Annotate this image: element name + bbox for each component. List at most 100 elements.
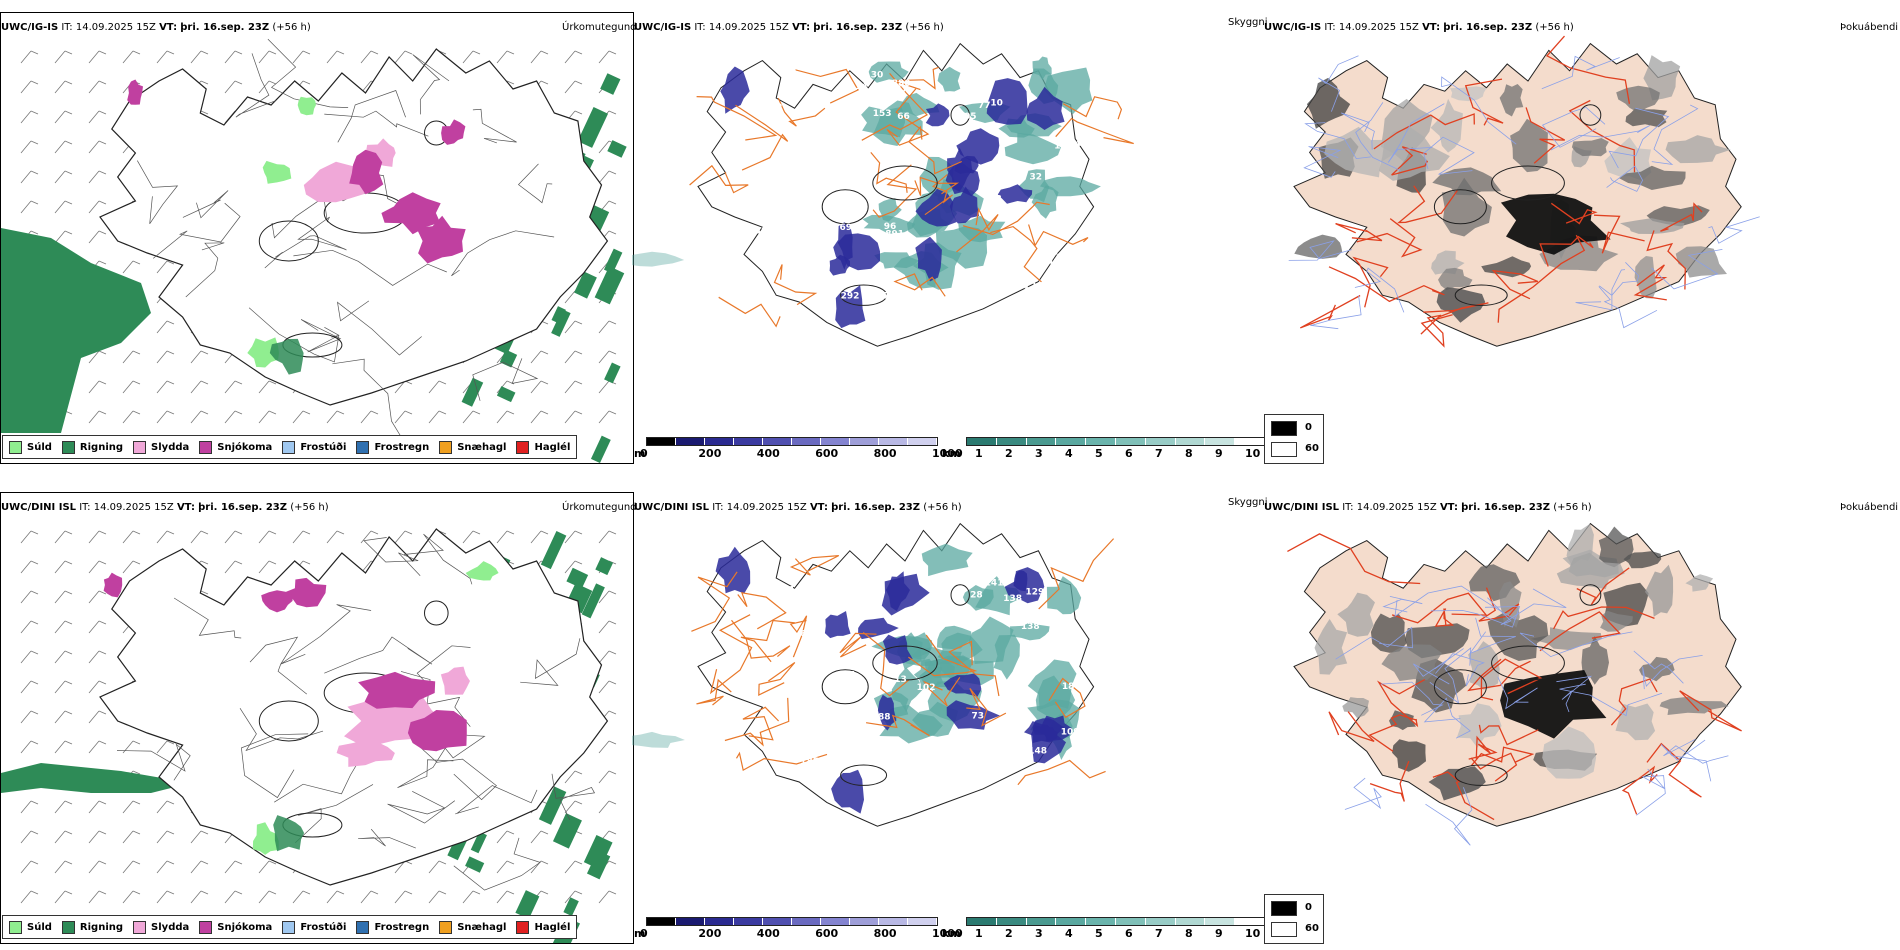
wind-barb — [20, 50, 32, 64]
wind-barb-flag — [268, 50, 277, 55]
wind-barb-flag — [98, 50, 107, 55]
wind-barb — [530, 350, 542, 364]
snow-height-label: 96 — [884, 222, 897, 232]
snow-area — [381, 192, 441, 235]
legend-label: Snjókoma — [217, 921, 273, 933]
road-line — [1559, 683, 1663, 717]
wind-barb-flag — [64, 170, 73, 175]
legend-item: Snæhagl — [439, 920, 506, 934]
legend-label: Frostúði — [300, 441, 347, 453]
wind-barb — [20, 680, 32, 694]
road-line — [777, 97, 826, 127]
rain-cell — [600, 73, 621, 95]
road-line — [387, 790, 456, 824]
wind-barb-flag — [166, 890, 175, 895]
wind-barb-flag — [166, 50, 175, 55]
fog-key-label: 0 — [1305, 902, 1312, 913]
glacier-outline — [821, 669, 869, 705]
colorbar-tick: 200 — [698, 927, 722, 940]
colorbar-segment — [1235, 438, 1265, 445]
wind-barb-flag — [200, 410, 209, 415]
road-line — [1288, 240, 1352, 261]
cloud-title: Skyggni — [1228, 497, 1268, 508]
snow-height-area — [915, 188, 957, 227]
wind-barb — [462, 50, 474, 64]
visibility-area — [878, 198, 902, 222]
road-line — [1575, 269, 1626, 311]
legend-label: Rigning — [79, 921, 124, 933]
wind-barb-flag — [540, 860, 549, 865]
snow-height-label: 849 — [1041, 257, 1060, 267]
wind-barb-flag — [64, 560, 73, 565]
road-line — [1413, 648, 1464, 685]
wind-barb — [54, 860, 66, 874]
colorbar-tick: 7 — [1155, 927, 1163, 940]
colorbar-tick: 6 — [1125, 447, 1133, 460]
colorbar-tick: 5 — [1095, 927, 1103, 940]
legend-swatch — [133, 920, 147, 934]
wind-barb — [428, 890, 440, 904]
wind-barb-flag — [132, 740, 141, 745]
colorbar-segment — [1026, 918, 1057, 925]
rain-cell — [538, 786, 567, 825]
snow-height-label: 69 — [839, 223, 852, 233]
wind-barb-flag — [234, 890, 243, 895]
wind-barb-flag — [64, 200, 73, 205]
wind-barb — [20, 620, 32, 634]
colorbar-segment — [1175, 438, 1206, 445]
wind-barb-flag — [98, 890, 107, 895]
legend-swatch — [516, 920, 530, 934]
colorbar-segment — [676, 918, 705, 925]
road-line — [1497, 676, 1538, 710]
road-line — [861, 73, 928, 141]
wind-barb — [598, 530, 610, 544]
snow-height-label: 75 — [825, 743, 838, 753]
wind-barb-flag — [268, 380, 277, 385]
wind-barb-flag — [404, 50, 413, 55]
road-line — [412, 54, 450, 115]
wind-barb-flag — [30, 200, 39, 205]
wind-barb-flag — [370, 410, 379, 415]
fog-key-label: 60 — [1305, 923, 1319, 934]
snow-height-label: 163 — [792, 707, 811, 717]
fog-area — [1392, 739, 1426, 772]
road-line — [922, 676, 961, 707]
glacier-outline — [872, 645, 938, 681]
snow-height-label: 121 — [1039, 248, 1058, 258]
wind-barb — [598, 890, 610, 904]
rain-cell — [551, 309, 571, 337]
wind-barb-flag — [64, 860, 73, 865]
wind-barb — [88, 380, 100, 394]
wind-barb — [88, 890, 100, 904]
road-line — [1328, 711, 1375, 743]
road-line — [1487, 588, 1567, 626]
legend-swatch — [9, 920, 22, 934]
road-line — [1387, 103, 1445, 163]
wind-barb — [598, 410, 610, 424]
legend-swatch — [61, 920, 75, 934]
fog-area — [1324, 126, 1396, 178]
snow-height-label: 77 — [895, 85, 908, 95]
snow-height-label: 12 — [757, 86, 770, 96]
wind-barb-flag — [64, 140, 73, 145]
wind-barb — [54, 890, 66, 904]
wind-barb-flag — [472, 530, 481, 535]
snow-vis-map-panel: 35 88 153 32 10 10 69 72 105 12 119 891 880 849 75 126 2… — [632, 30, 1262, 430]
fog-title: Þokuábendi — [1840, 22, 1899, 33]
road-line — [1464, 78, 1504, 126]
visibility-colorbar: km 1 2 3 4 5 6 7 8 9 10 — [942, 437, 1266, 460]
road-line — [1646, 230, 1686, 290]
fog-area — [1571, 138, 1609, 157]
wind-barb — [20, 830, 32, 844]
wind-barb-flag — [608, 800, 617, 805]
wind-barb-flag — [98, 740, 107, 745]
road-line — [520, 638, 581, 686]
road-line — [185, 242, 225, 298]
wind-barb — [258, 380, 270, 394]
wind-barb — [224, 50, 236, 64]
wind-barb-flag — [132, 260, 141, 265]
wind-barb-flag — [404, 530, 413, 535]
road-line — [990, 225, 1042, 283]
wind-barb-flag — [608, 50, 617, 55]
wind-barb-flag — [64, 620, 73, 625]
